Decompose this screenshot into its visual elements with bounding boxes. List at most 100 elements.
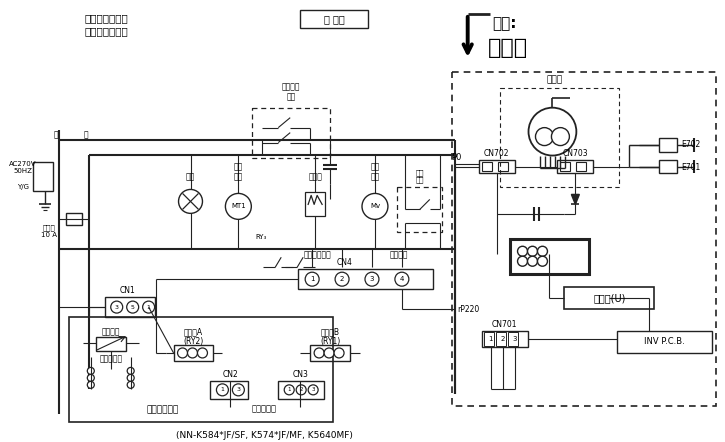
Text: AC270V
50HZ: AC270V 50HZ bbox=[9, 161, 37, 174]
Circle shape bbox=[365, 272, 379, 286]
Text: Y/G: Y/G bbox=[17, 184, 29, 191]
Circle shape bbox=[111, 301, 123, 313]
Text: CN702: CN702 bbox=[484, 149, 510, 157]
Bar bbox=[298, 269, 433, 289]
Bar bbox=[104, 297, 154, 317]
Circle shape bbox=[233, 384, 244, 396]
Text: 2: 2 bbox=[500, 336, 505, 342]
Bar bbox=[305, 192, 325, 217]
Circle shape bbox=[395, 272, 409, 286]
Circle shape bbox=[87, 367, 94, 374]
Text: 数据程序电路: 数据程序电路 bbox=[146, 406, 179, 415]
Text: 低压变压器: 低压变压器 bbox=[99, 354, 123, 363]
Text: 蕋汽感应器: 蕋汽感应器 bbox=[252, 405, 277, 414]
Circle shape bbox=[528, 246, 537, 256]
Text: 保险丝
10 A: 保险丝 10 A bbox=[41, 225, 57, 238]
Text: 初级碰锁
开关: 初级碰锁 开关 bbox=[282, 82, 300, 102]
Circle shape bbox=[334, 348, 344, 358]
Bar bbox=[278, 381, 324, 399]
Circle shape bbox=[518, 246, 528, 256]
Text: 次级碰锁开关: 次级碰锁开关 bbox=[303, 250, 331, 259]
Bar bbox=[481, 331, 528, 347]
Bar bbox=[510, 239, 589, 274]
Circle shape bbox=[178, 190, 202, 213]
Bar bbox=[478, 160, 515, 174]
Circle shape bbox=[537, 256, 547, 266]
Text: CN2: CN2 bbox=[223, 370, 239, 379]
Circle shape bbox=[127, 374, 134, 381]
Text: 1: 1 bbox=[310, 276, 315, 282]
Text: 1: 1 bbox=[288, 387, 291, 392]
Text: CN4: CN4 bbox=[337, 258, 353, 267]
Text: 转盘
电机: 转盘 电机 bbox=[233, 162, 243, 182]
Bar bbox=[496, 332, 505, 346]
Bar bbox=[96, 337, 125, 351]
Bar bbox=[484, 332, 494, 346]
Circle shape bbox=[127, 367, 134, 374]
Text: 3: 3 bbox=[236, 387, 241, 392]
Text: 压敏电阵: 压敏电阵 bbox=[102, 327, 120, 336]
Text: 1: 1 bbox=[489, 336, 493, 342]
Text: 1: 1 bbox=[146, 305, 151, 309]
Text: 短路
开关: 短路 开关 bbox=[415, 169, 424, 183]
Bar bbox=[252, 108, 330, 157]
Text: CN703: CN703 bbox=[563, 149, 588, 157]
Text: 5: 5 bbox=[130, 305, 135, 309]
Bar bbox=[300, 10, 368, 28]
Circle shape bbox=[87, 381, 94, 389]
Text: 微波炉不工作。: 微波炉不工作。 bbox=[85, 26, 128, 36]
Bar bbox=[659, 160, 677, 174]
Text: 新 高压: 新 高压 bbox=[323, 14, 344, 24]
Circle shape bbox=[127, 301, 138, 313]
Text: 继电器A
(RY2): 继电器A (RY2) bbox=[183, 327, 204, 347]
Text: 棕: 棕 bbox=[83, 130, 88, 139]
Text: 蓝: 蓝 bbox=[54, 130, 58, 139]
Bar bbox=[481, 161, 492, 171]
Polygon shape bbox=[571, 194, 579, 204]
Bar bbox=[500, 88, 619, 187]
Text: 2: 2 bbox=[299, 387, 303, 392]
Circle shape bbox=[284, 385, 294, 395]
Bar bbox=[507, 332, 518, 346]
Text: MT1: MT1 bbox=[231, 203, 246, 210]
Circle shape bbox=[335, 272, 349, 286]
Text: 注：炉门关闭。: 注：炉门关闭。 bbox=[85, 13, 128, 23]
Text: rP220: rP220 bbox=[457, 305, 480, 313]
Text: P0: P0 bbox=[452, 152, 462, 161]
Circle shape bbox=[178, 348, 188, 358]
Bar bbox=[210, 381, 249, 399]
Text: 磁控管: 磁控管 bbox=[547, 75, 563, 84]
Text: CN3: CN3 bbox=[292, 370, 308, 379]
Circle shape bbox=[529, 108, 576, 156]
Circle shape bbox=[537, 246, 547, 256]
Text: 高压区: 高压区 bbox=[488, 38, 528, 58]
Circle shape bbox=[536, 128, 553, 145]
Circle shape bbox=[143, 301, 154, 313]
Text: 热敏电阵: 热敏电阵 bbox=[390, 250, 408, 259]
Text: 3: 3 bbox=[370, 276, 374, 282]
Bar bbox=[452, 72, 716, 406]
Bar bbox=[558, 160, 593, 174]
Circle shape bbox=[324, 348, 334, 358]
Circle shape bbox=[87, 374, 94, 381]
Circle shape bbox=[225, 194, 252, 219]
Text: RY₃: RY₃ bbox=[255, 234, 267, 240]
Bar bbox=[310, 345, 350, 361]
Text: 3: 3 bbox=[312, 387, 315, 392]
Text: 变频器(U): 变频器(U) bbox=[593, 293, 626, 303]
Text: 1: 1 bbox=[220, 387, 224, 392]
Text: 3: 3 bbox=[115, 305, 119, 309]
Circle shape bbox=[197, 348, 207, 358]
Text: Mv: Mv bbox=[370, 203, 380, 210]
Circle shape bbox=[297, 385, 306, 395]
Bar bbox=[33, 161, 53, 191]
Text: 继电器B
(RY1): 继电器B (RY1) bbox=[320, 327, 340, 347]
Bar bbox=[617, 331, 712, 353]
Bar bbox=[397, 187, 442, 232]
Bar bbox=[497, 161, 507, 171]
Text: CN701: CN701 bbox=[492, 320, 518, 329]
Text: CN1: CN1 bbox=[120, 286, 136, 295]
Text: INV P.C.B.: INV P.C.B. bbox=[644, 338, 684, 347]
Text: 加热器: 加热器 bbox=[308, 172, 322, 182]
Bar bbox=[173, 345, 213, 361]
